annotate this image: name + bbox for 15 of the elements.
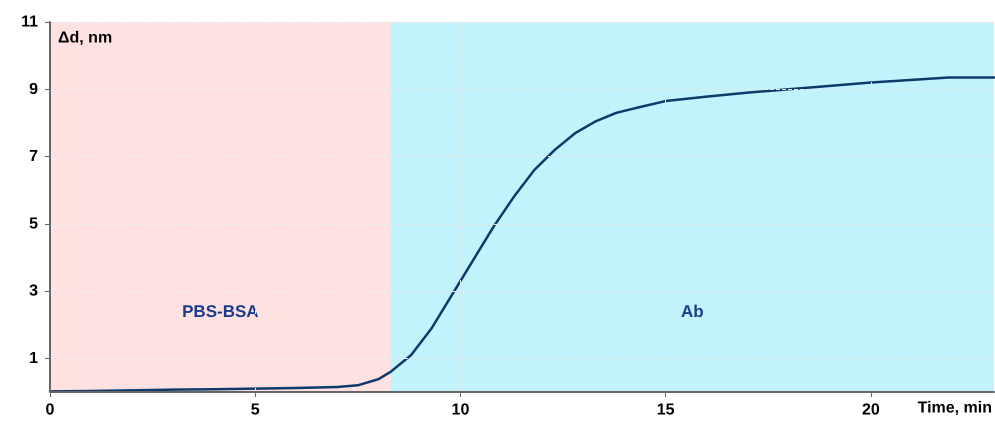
band-label: PBS-BSA bbox=[182, 302, 259, 321]
band-label: Ab bbox=[680, 302, 704, 321]
x-tick-label: 5 bbox=[250, 402, 260, 418]
y-axis-title: Δd, nm bbox=[58, 30, 112, 46]
y-tick-label: 9 bbox=[29, 80, 38, 98]
y-tick-label: 11 bbox=[21, 14, 38, 30]
y-tick-label: 1 bbox=[29, 350, 38, 367]
x-axis-title: Time, min bbox=[918, 400, 992, 416]
x-tick-label: 10 bbox=[452, 402, 470, 418]
x-tick-label: 15 bbox=[656, 402, 675, 418]
x-tick-label: 20 bbox=[862, 402, 880, 418]
y-tick-label: 7 bbox=[29, 148, 38, 166]
x-tick-label: 0 bbox=[46, 402, 55, 418]
y-tick-label: 5 bbox=[29, 215, 38, 232]
y-tick-label: 3 bbox=[29, 282, 38, 300]
